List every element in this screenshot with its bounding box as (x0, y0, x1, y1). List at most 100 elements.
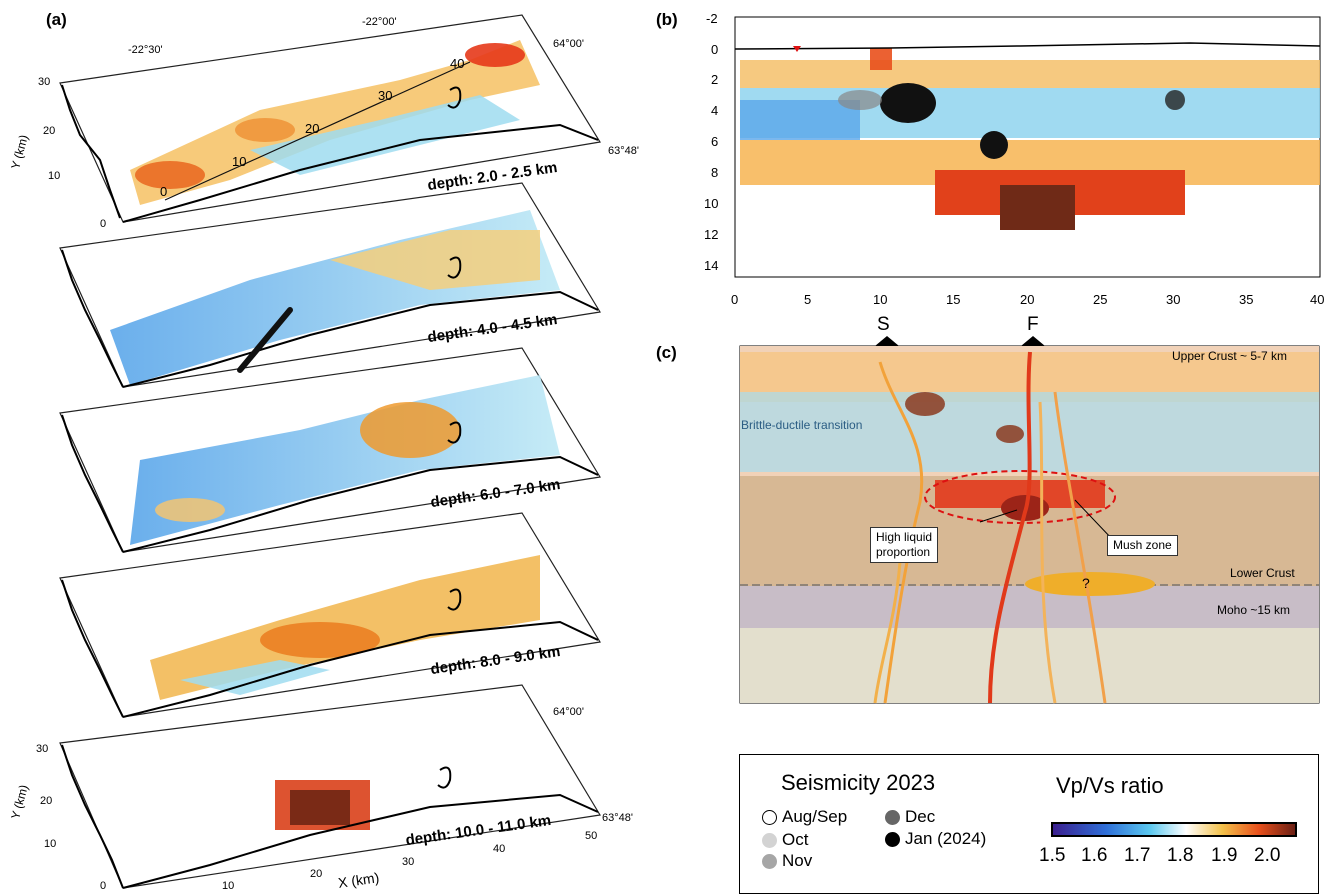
c-callout-high-liquid: High liquid proportion (870, 527, 939, 563)
cb-tick-1-5: 1.5 (1039, 845, 1066, 866)
b-xtick-20: 20 (1020, 292, 1035, 307)
legend-label-aug-sep: Aug/Sep (782, 807, 848, 826)
slice-4-cool (180, 660, 330, 695)
x-tick-30: 30 (402, 856, 415, 868)
y-tick-30-top: 30 (38, 76, 51, 88)
slice-3-hot-1 (360, 402, 460, 458)
b-ytick-0: 0 (711, 42, 719, 57)
panel-b-letter: (b) (656, 10, 678, 29)
lat-label-top-2: 63°48' (608, 145, 639, 157)
c-mantle (740, 628, 1319, 703)
lava-outline-1 (447, 86, 462, 109)
slice-1-hot-2 (465, 43, 525, 67)
profile-tick-30: 30 (378, 88, 392, 103)
panel-c-schematic (739, 336, 1320, 704)
lat-label-bot-1: 64°00' (553, 706, 584, 718)
panel-c-letter: (c) (656, 343, 677, 362)
c-arrow-2 (1074, 499, 1114, 541)
profile-tick-10: 10 (232, 154, 246, 169)
legend-dot-aug-sep (762, 809, 777, 825)
slice-5-coastline (61, 744, 599, 889)
lava-outline-5 (437, 766, 452, 789)
slice-2-warm (330, 230, 540, 290)
c-label-brittle: Brittle-ductile transition (741, 418, 863, 432)
c-label-question: ? (1082, 575, 1090, 591)
legend-dot-jan (885, 831, 900, 847)
marker-s-label: S (877, 314, 890, 335)
y-tick-0-top: 0 (100, 218, 107, 230)
y-tick-10-top: 10 (48, 170, 61, 182)
cb-tick-2-0: 2.0 (1254, 845, 1281, 866)
b-xtick-5: 5 (804, 292, 812, 307)
c-label-moho: Moho ~15 km (1217, 603, 1291, 617)
c-upper-melt-2 (996, 425, 1024, 443)
b-cluster-1 (870, 48, 892, 70)
c-dike-5 (873, 561, 902, 704)
slice-1-hot-3 (235, 118, 295, 142)
cb-tick-1-7: 1.7 (1124, 845, 1151, 866)
c-moho-band (740, 586, 1319, 628)
panel-a-maps: 0 10 20 30 40 (59, 14, 601, 889)
profile-line (164, 61, 471, 201)
panel-a-letter: (a) (46, 10, 67, 29)
lat-label-bot-2: 63°48' (602, 812, 633, 824)
legend-dot-oct (762, 832, 777, 848)
slice-1 (59, 14, 601, 223)
cb-tick-1-8: 1.8 (1167, 845, 1194, 866)
x-tick-20: 20 (310, 868, 323, 880)
lon-label-1: -22°30' (128, 44, 163, 56)
lava-outline-3 (447, 421, 462, 444)
lat-label-top-1: 64°00' (553, 38, 584, 50)
y-tick-0-bot: 0 (100, 880, 107, 892)
slice-5-hot-core (290, 790, 350, 825)
legend-item-aug-sep: Aug/Sep (762, 807, 847, 827)
c-dike-2 (988, 351, 1032, 704)
x-tick-40: 40 (493, 843, 506, 855)
y-tick-20-top: 20 (43, 125, 56, 137)
lava-outline-2 (447, 256, 462, 279)
vpvs-title: Vp/Vs ratio (1056, 773, 1164, 798)
c-arrow-1 (979, 509, 1018, 523)
profile-tick-0: 0 (160, 184, 167, 199)
cb-tick-1-6: 1.6 (1081, 845, 1108, 866)
slice-4 (59, 512, 601, 718)
b-xtick-40: 40 (1310, 292, 1325, 307)
panel-b-cross-section (734, 16, 1321, 278)
b-seis-cluster-3 (1165, 90, 1185, 110)
c-label-lower-crust: Lower Crust (1230, 566, 1295, 580)
b-seis-cluster-2 (980, 131, 1008, 159)
vpvs-colorbar (1051, 822, 1297, 837)
b-xtick-15: 15 (946, 292, 961, 307)
b-xtick-10: 10 (873, 292, 888, 307)
slice-2-swarm (237, 307, 293, 373)
c-label-upper-crust: Upper Crust ~ 5-7 km (1172, 349, 1288, 363)
y-tick-20-bot: 20 (40, 795, 53, 807)
x-tick-50: 50 (585, 830, 598, 842)
legend-item-oct: Oct (762, 830, 808, 850)
b-ytick-8: 8 (711, 165, 719, 180)
c-dike-4 (1038, 401, 1057, 704)
slice-2-coastline (61, 249, 599, 388)
b-xtick-0: 0 (731, 292, 739, 307)
slice-1-cool (250, 95, 520, 175)
legend-label-oct: Oct (782, 830, 809, 849)
slice-3 (59, 347, 601, 553)
b-xtick-30: 30 (1166, 292, 1181, 307)
y-tick-30-bot: 30 (36, 743, 49, 755)
c-dike-3 (1053, 391, 1107, 704)
slice-1-hot-1 (135, 161, 205, 189)
y-tick-10-bot: 10 (44, 838, 57, 850)
b-xtick-35: 35 (1239, 292, 1254, 307)
b-warm-band (740, 60, 1320, 88)
slice-3-coastline (61, 414, 599, 553)
c-mush-ellipse (924, 470, 1116, 524)
slice-3-warm-1 (155, 498, 225, 522)
slice-1-coastline (61, 84, 599, 223)
c-callout-mush: Mush zone (1107, 535, 1178, 556)
legend-item-dec: Dec (885, 807, 935, 827)
legend-item-jan: Jan (2024) (885, 829, 986, 849)
c-upper-melt-1 (905, 392, 945, 416)
slice-5 (59, 684, 601, 889)
cb-tick-1-9: 1.9 (1211, 845, 1238, 866)
b-ytick-4: 4 (711, 103, 719, 118)
